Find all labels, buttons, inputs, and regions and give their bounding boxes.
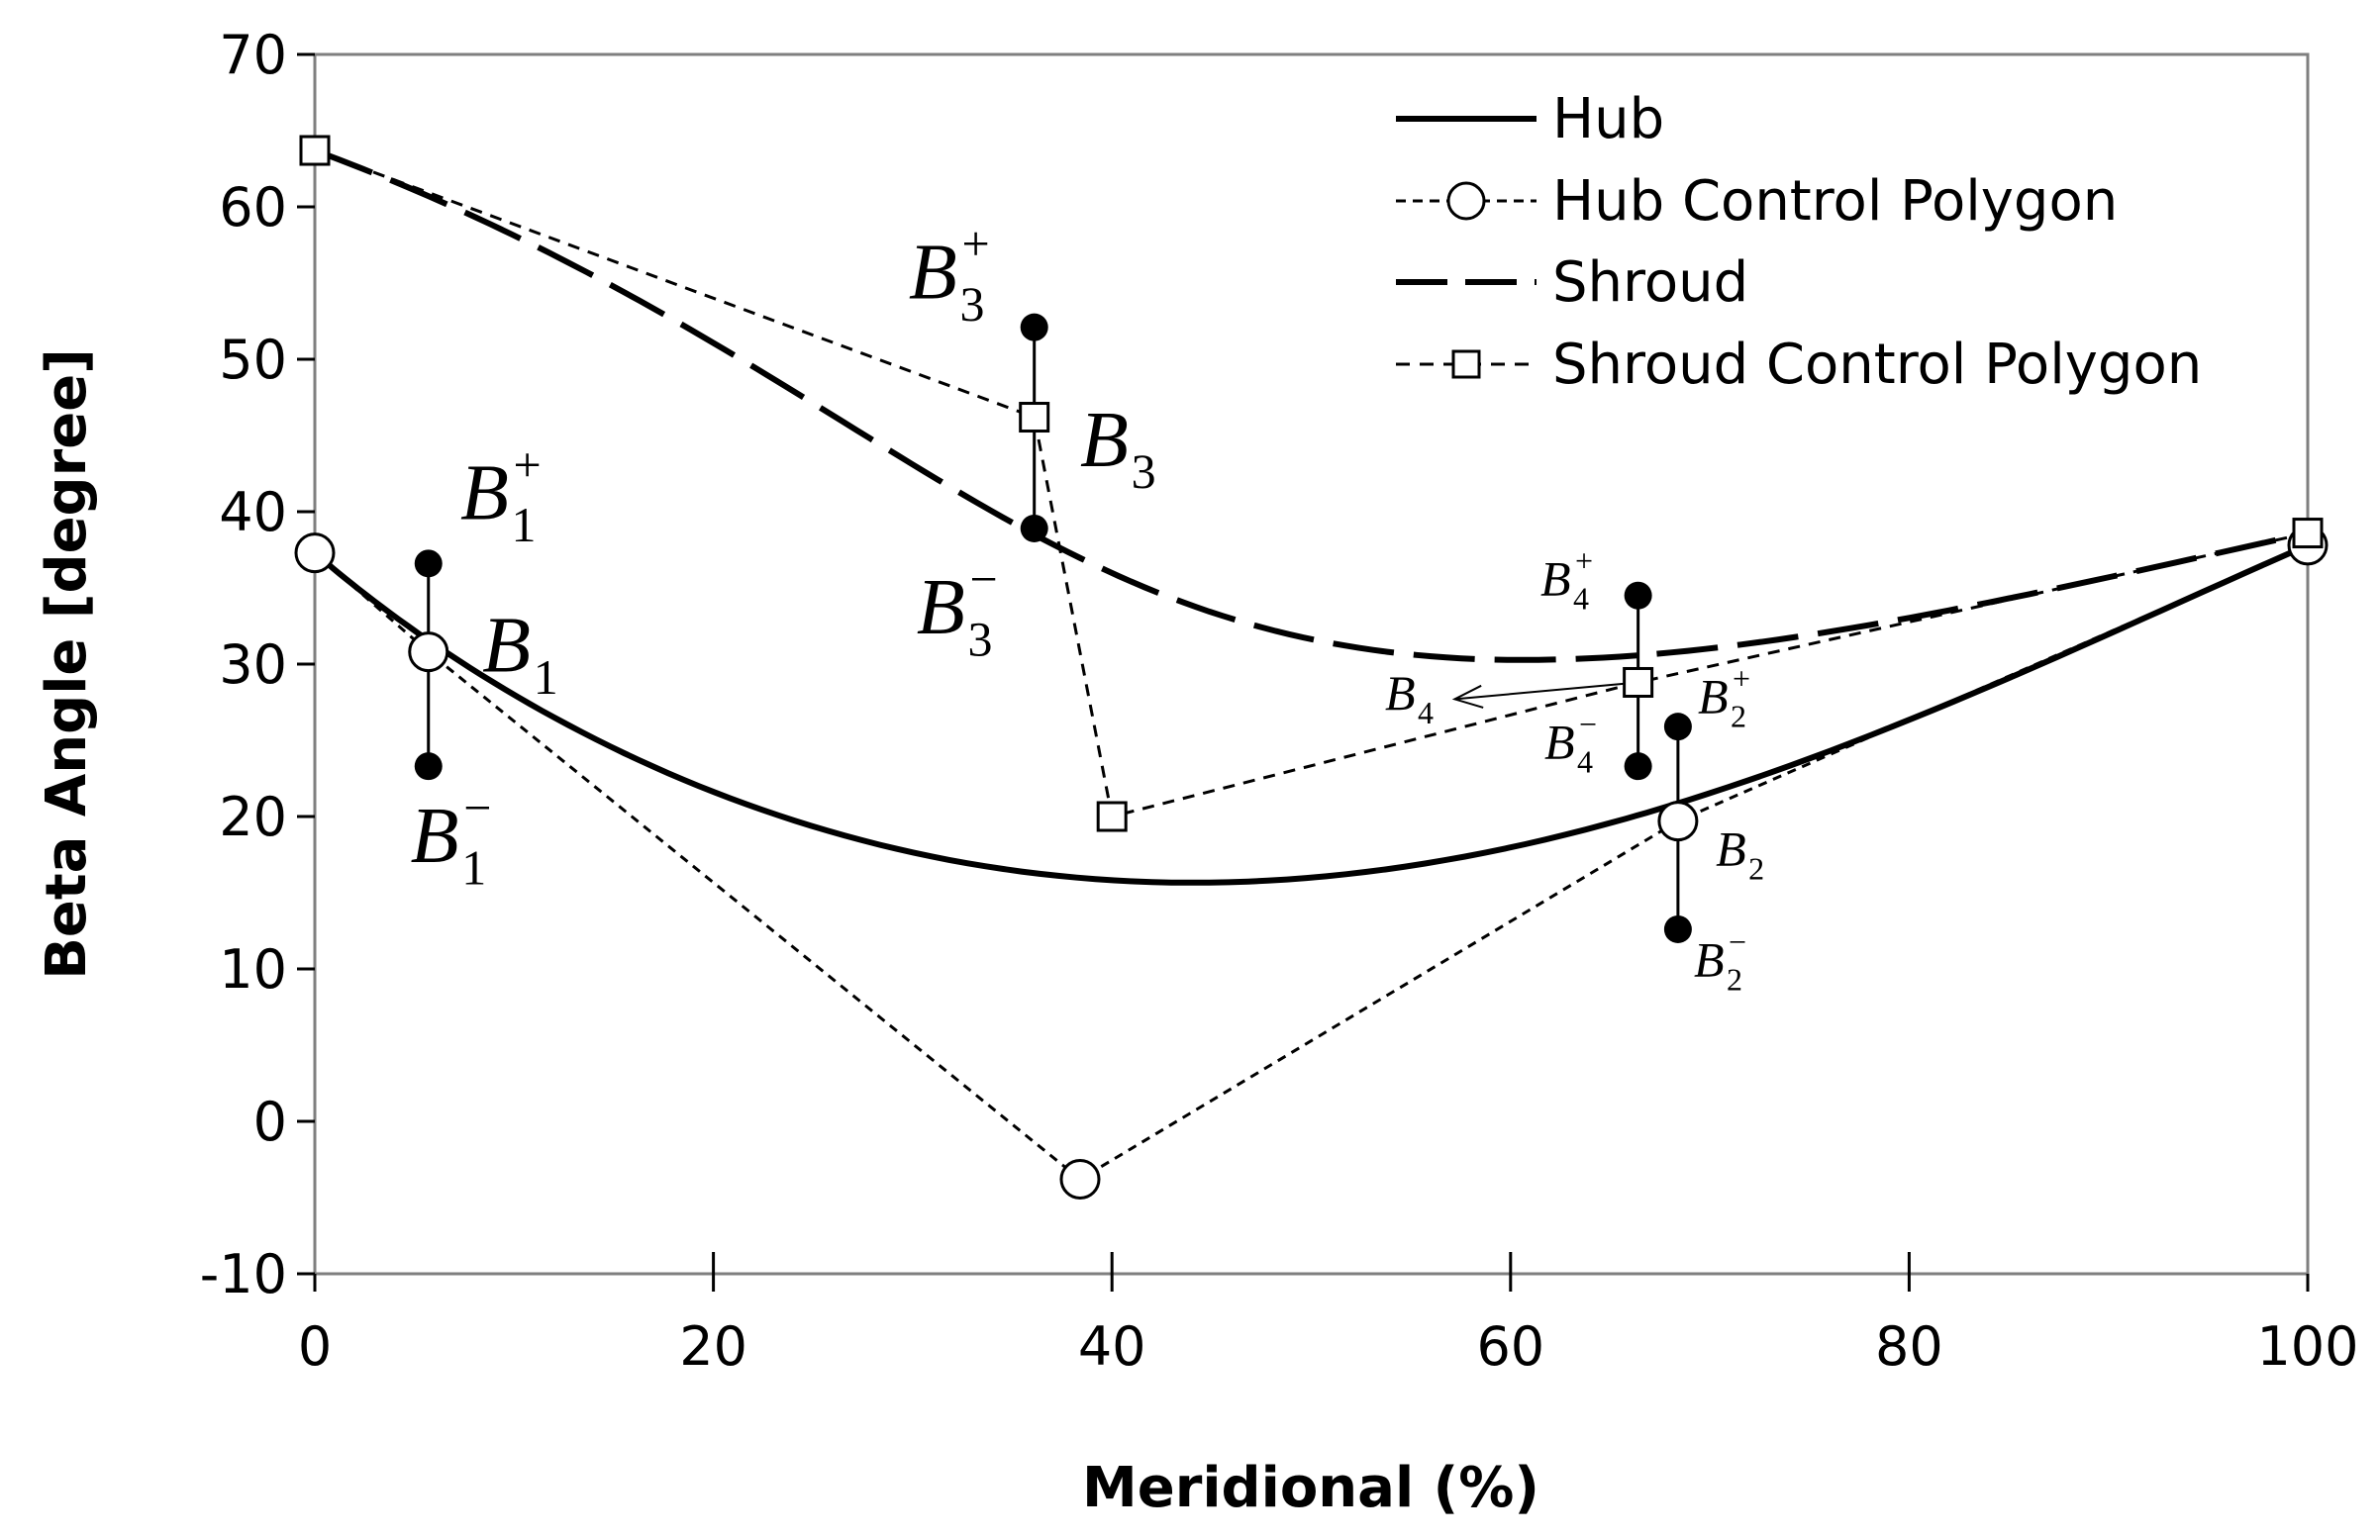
annotation-b4p: B 4+ <box>1540 543 1593 617</box>
annotation-base: B <box>482 603 531 690</box>
annotation-superscript: − <box>463 780 491 835</box>
shroud-control-point <box>1623 666 1654 698</box>
annotation-b2p: B 2+ <box>1698 660 1750 733</box>
annotation-superscript: − <box>1579 706 1597 741</box>
annotation-superscript: + <box>1733 660 1750 696</box>
annotation-subscript: 1 <box>461 840 486 896</box>
annotation-subscript: 4 <box>1418 695 1434 730</box>
y-tick-label: 0 <box>253 1091 287 1153</box>
annotation-base: B <box>917 564 965 651</box>
annotation-b2m: B 2− <box>1694 924 1746 998</box>
annotations: B 1B 1+B 1−B 3B 3+B 3−B 4B 4+B 4−B 2B 2+B 2− <box>411 216 1765 998</box>
annotation-base: B <box>1698 668 1729 723</box>
y-tick-label: 30 <box>219 633 287 696</box>
annotation-subscript: 3 <box>959 276 984 332</box>
range-bar-lower-point <box>1663 914 1692 943</box>
annotation-b1m: B 1− <box>411 780 492 896</box>
shroud-control-point <box>299 135 331 166</box>
annotation-base: B <box>1540 551 1571 607</box>
annotation-base: B <box>1694 932 1725 988</box>
annotation-subscript: 1 <box>534 649 558 705</box>
series-shroud-curve <box>313 147 2309 663</box>
shroud-control-point <box>2292 518 2324 549</box>
shroud-control-point <box>1019 402 1050 433</box>
annotation-base: B <box>460 450 509 537</box>
annotation-b3m: B 3− <box>917 551 998 667</box>
annotation-base: B <box>1716 820 1746 876</box>
hub-control-point <box>408 631 449 673</box>
b4-arrow-shaft <box>1454 681 1638 701</box>
hub-control-point <box>1657 801 1699 842</box>
x-axis-title: Meridional (%) <box>1082 1456 1539 1520</box>
x-tick-label: 0 <box>298 1315 332 1378</box>
annotation-superscript: + <box>514 436 542 492</box>
y-tick-label: 70 <box>219 24 287 86</box>
y-tick-label: 20 <box>219 786 287 848</box>
legend-hub-label: Hub <box>1552 87 1664 151</box>
annotation-b1p: B 1+ <box>460 436 542 552</box>
legend-shroud-polygon-marker <box>1451 349 1481 379</box>
annotation-subscript: 3 <box>968 612 993 667</box>
x-tick-label: 20 <box>679 1315 747 1378</box>
range-bar-upper-point <box>1663 713 1692 741</box>
legend: Hub Hub Control Polygon Shroud Shroud Co… <box>1396 87 2202 397</box>
range-bar-upper-point <box>414 549 443 578</box>
annotation-superscript: + <box>1575 543 1593 579</box>
range-bar-lower-point <box>414 752 443 781</box>
annotation-base: B <box>1080 397 1129 484</box>
y-tick-label: 40 <box>219 481 287 543</box>
legend-hub-polygon-label: Hub Control Polygon <box>1552 169 2118 234</box>
range-bar-lower-point <box>1020 514 1048 542</box>
range-bar-upper-point <box>1624 581 1652 610</box>
annotation-base: B <box>411 793 459 880</box>
shroud-control-point <box>1096 801 1128 832</box>
annotation-base: B <box>1544 714 1575 769</box>
annotation-base: B <box>1385 665 1416 721</box>
hub-control-point <box>1059 1159 1101 1201</box>
y-tick-label: -10 <box>200 1243 287 1305</box>
legend-hub-polygon-marker <box>1446 181 1486 221</box>
hub-control-point <box>294 532 336 574</box>
annotation-subscript: 2 <box>1731 698 1746 733</box>
annotation-subscript: 4 <box>1577 743 1593 779</box>
range-bar-lower-point <box>1624 752 1652 781</box>
annotation-subscript: 2 <box>1748 850 1764 886</box>
annotation-subscript: 2 <box>1727 962 1742 998</box>
range-bar-upper-point <box>1020 313 1048 341</box>
y-tick-label: 50 <box>219 329 287 391</box>
legend-shroud-polygon-label: Shroud Control Polygon <box>1552 333 2202 397</box>
annotation-subscript: 3 <box>1132 443 1156 499</box>
annotation-superscript: − <box>1729 924 1746 960</box>
annotation-superscript: − <box>970 551 998 607</box>
annotation-subscript: 1 <box>512 497 537 552</box>
y-tick-label: 10 <box>219 938 287 1001</box>
annotation-superscript: + <box>961 216 989 271</box>
annotation-b3p: B 3+ <box>909 216 990 332</box>
annotation-b4m: B 4− <box>1544 706 1597 779</box>
series-hub-curve <box>313 542 2310 886</box>
b4-arrow-head <box>1451 684 1484 709</box>
y-tick-label: 60 <box>219 176 287 239</box>
x-tick-label: 80 <box>1875 1315 1943 1378</box>
annotation-base: B <box>909 229 957 316</box>
annotation-subscript: 4 <box>1573 581 1589 617</box>
x-tick-label: 100 <box>2256 1315 2358 1378</box>
y-axis-title: Beta Angle [degree] <box>35 348 99 980</box>
x-tick-label: 40 <box>1078 1315 1146 1378</box>
legend-shroud-label: Shroud <box>1552 250 1748 315</box>
markers <box>294 135 2329 1201</box>
x-tick-label: 60 <box>1476 1315 1544 1378</box>
